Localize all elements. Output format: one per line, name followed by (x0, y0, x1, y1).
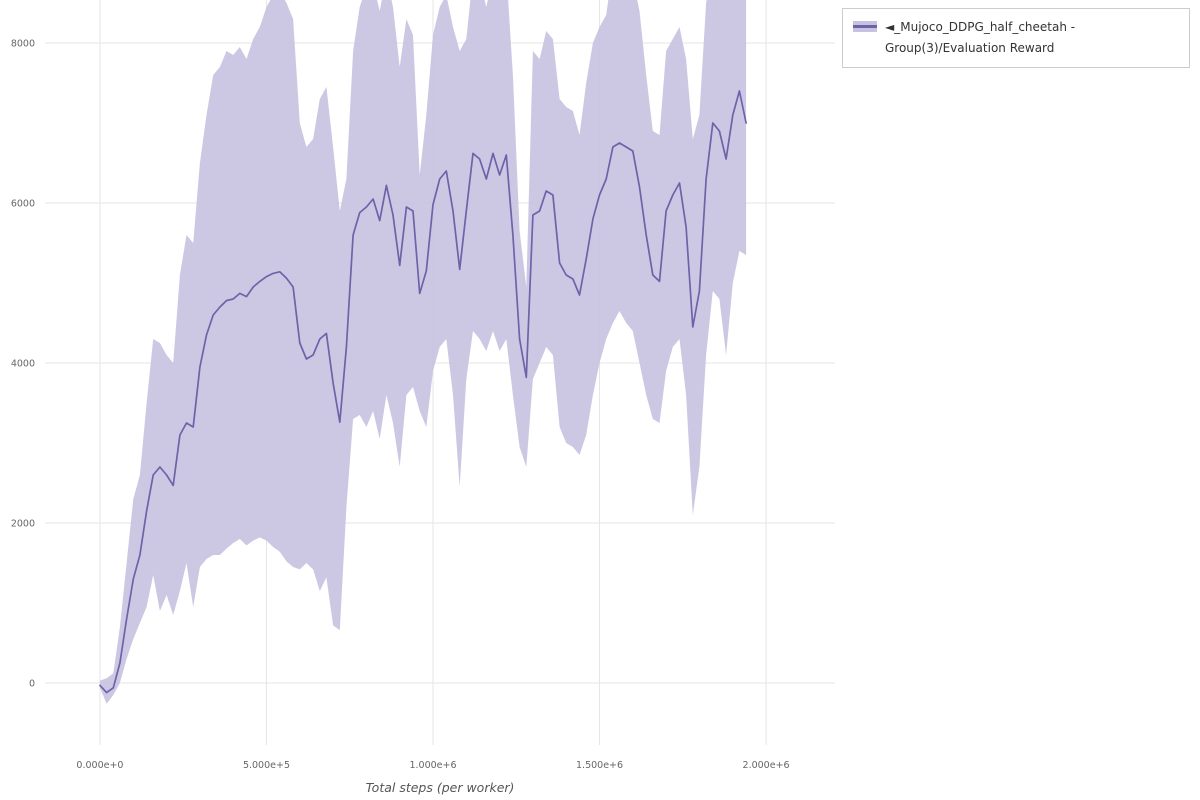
legend: ◄_Mujoco_DDPG_half_cheetah - Group(3)/Ev… (842, 8, 1190, 68)
x-tick-label: 0.000e+0 (76, 760, 123, 771)
legend-label: ◄_Mujoco_DDPG_half_cheetah - Group(3)/Ev… (885, 20, 1076, 55)
mean-line (99, 90, 747, 694)
x-tick-label: 5.000e+5 (243, 760, 290, 771)
legend-swatch-icon (853, 21, 877, 32)
legend-item[interactable]: ◄_Mujoco_DDPG_half_cheetah - Group(3)/Ev… (853, 17, 1179, 59)
x-axis-title: Total steps (per worker) (366, 780, 515, 795)
y-tick-label: 2000 (11, 518, 35, 529)
x-tick-label: 1.500e+6 (576, 760, 623, 771)
y-tick-label: 8000 (11, 38, 35, 49)
y-tick-label: 4000 (11, 358, 35, 369)
x-tick-label: 1.000e+6 (409, 760, 456, 771)
y-tick-label: 0 (29, 678, 35, 689)
x-tick-label: 2.000e+6 (743, 760, 790, 771)
y-tick-label: 6000 (11, 198, 35, 209)
confidence-band (100, 0, 747, 704)
